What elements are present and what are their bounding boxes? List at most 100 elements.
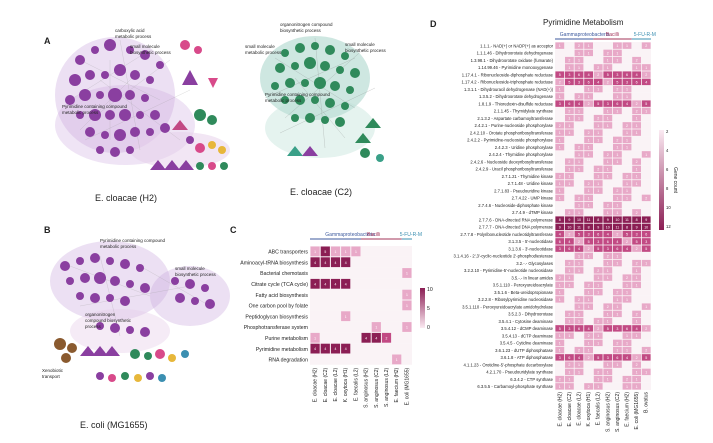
row-background <box>555 114 651 122</box>
cell-value: 2 <box>636 247 638 251</box>
heat-cell <box>574 165 584 173</box>
heat-cell <box>584 216 593 223</box>
cell-value: 2 <box>626 175 628 179</box>
heat-cell <box>584 71 593 78</box>
heat-cell <box>641 354 651 361</box>
cell-value: 1 <box>626 44 628 48</box>
heat-cell <box>574 230 584 238</box>
heat-cell <box>574 325 584 332</box>
cell-value: 2 <box>588 385 590 389</box>
heat-cell <box>622 230 632 238</box>
panel-letter-a: A <box>44 36 51 46</box>
heat-cell <box>310 343 320 354</box>
cell-value: 1 <box>588 298 590 302</box>
heat-cell <box>565 317 574 325</box>
heat-cell <box>584 151 593 158</box>
cell-value: 1 <box>645 305 647 309</box>
cell-value: 1 <box>588 51 590 55</box>
heat-cell <box>632 64 641 71</box>
heat-cell <box>310 332 320 343</box>
cell-value: 1 <box>559 196 561 200</box>
heat-cell <box>603 172 613 180</box>
cell-value: 2 <box>616 233 618 237</box>
cell-value: 1 <box>616 44 618 48</box>
heat-cell <box>632 281 641 289</box>
svg-text:compound biosynthetic: compound biosynthetic <box>85 318 132 323</box>
cell-value: 5 <box>626 233 628 237</box>
heat-cell <box>565 107 574 115</box>
row-background <box>555 129 651 137</box>
cell-value: 1 <box>597 378 599 382</box>
heat-cell <box>603 325 613 332</box>
cluster-hull <box>265 98 375 158</box>
heat-cell <box>622 274 632 281</box>
heat-cell <box>574 107 584 115</box>
heat-cell <box>622 238 632 245</box>
cell-value: 2 <box>645 196 647 200</box>
heat-cell <box>584 230 593 238</box>
heat-cell <box>574 296 584 303</box>
row-label: Phosphotransferase system <box>244 325 308 331</box>
heat-cell <box>371 332 381 343</box>
cell-value: 1 <box>626 131 628 135</box>
heat-cell <box>574 143 584 151</box>
cell-value: 6 <box>588 80 590 84</box>
cell-value: 1 <box>588 341 590 345</box>
heat-cell <box>584 201 593 209</box>
cell-value: 2 <box>568 262 570 266</box>
cell-value: 10 <box>644 225 648 229</box>
heat-cell <box>574 245 584 252</box>
row-label: Citrate cycle (TCA cycle) <box>251 282 308 288</box>
cell-value: 1 <box>396 358 398 362</box>
heat-cell <box>603 100 613 107</box>
cell-value: 1 <box>597 341 599 345</box>
heat-cell <box>574 158 584 165</box>
heat-cell <box>613 339 622 347</box>
cell-value: 4 <box>616 240 618 244</box>
cell-value: 2 <box>597 66 599 70</box>
cell-value: 1 <box>616 262 618 266</box>
cell-value: 5 <box>645 247 647 251</box>
cell-value: 2 <box>568 109 570 113</box>
cell-value: 1 <box>568 124 570 128</box>
network-nodes <box>60 253 215 337</box>
cell-value: 2 <box>597 327 599 331</box>
heat-cell <box>613 303 622 310</box>
cell-value: 1 <box>588 88 590 92</box>
svg-text:biosynthetic process: biosynthetic process <box>175 272 217 277</box>
group-label-fu: 5-FU-R-M <box>400 232 422 238</box>
group-label-bacilli: Bacilli <box>367 232 380 238</box>
cell-value: 2 <box>559 378 561 382</box>
row-background <box>555 382 651 390</box>
column-label: S. anginosus (C2) <box>615 392 621 432</box>
cell-value: 1 <box>636 334 638 338</box>
cell-value: 1 <box>626 385 628 389</box>
cell-value: 1 <box>636 370 638 374</box>
cell-value: 2 <box>645 349 647 353</box>
heat-cell <box>603 267 613 274</box>
column-label: S. anginosus (H2) <box>605 392 611 432</box>
heat-cell <box>613 71 622 78</box>
cell-value: 5 <box>559 73 561 77</box>
heat-cell <box>613 151 622 158</box>
heat-cell <box>574 56 584 64</box>
network-nodes <box>271 42 360 127</box>
cell-value: 10 <box>577 218 581 222</box>
heat-cell <box>555 238 565 245</box>
column-label: E. cloacae (C2) <box>323 367 329 402</box>
heat-cell <box>565 267 574 274</box>
heat-cell <box>584 78 593 86</box>
heat-cell <box>574 93 584 100</box>
heat-cell <box>574 252 584 260</box>
svg-text:biosynthetic process: biosynthetic process <box>280 28 322 33</box>
row-label: Bacterial chemotaxis <box>260 271 308 277</box>
heat-cell <box>603 151 613 158</box>
heat-cell <box>632 165 641 173</box>
heat-cell <box>632 100 641 107</box>
heat-cell <box>613 56 622 64</box>
row-label: Fatty acid biosynthesis <box>256 293 309 299</box>
heat-cell <box>555 354 565 361</box>
cell-value: 3 <box>636 233 638 237</box>
cell-value: 10 <box>606 225 610 229</box>
cell-value: 9 <box>568 218 570 222</box>
